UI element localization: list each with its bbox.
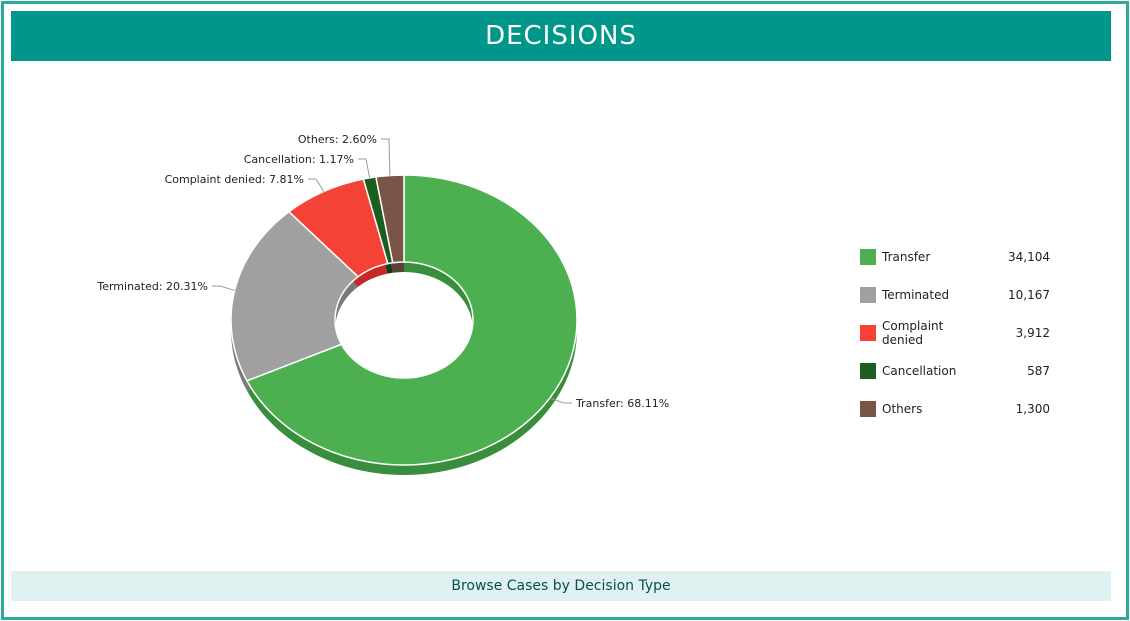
legend-item-terminated[interactable]: Terminated 10,167 <box>860 276 1050 314</box>
slice-label-cancellation: Cancellation: 1.17% <box>244 153 354 166</box>
legend-value: 587 <box>1027 364 1050 378</box>
slice-label-terminated: Terminated: 20.31% <box>96 280 208 293</box>
legend-label: Complaint denied <box>882 319 944 347</box>
leader-lines-layer <box>212 138 572 404</box>
browse-cases-link[interactable]: Browse Cases by Decision Type <box>11 571 1111 601</box>
legend-item-others[interactable]: Others 1,300 <box>860 390 1050 428</box>
legend-label: Cancellation <box>882 364 957 378</box>
page-title: DECISIONS <box>485 21 637 51</box>
slice-label-transfer: Transfer: 68.11% <box>575 397 669 410</box>
pie-slice-terminated[interactable] <box>230 210 360 382</box>
slice-label-complaint-denied: Complaint denied: 7.81% <box>165 173 304 186</box>
panel-header: DECISIONS <box>11 11 1111 61</box>
legend-swatch <box>860 363 876 379</box>
slice-label-others: Others: 2.60% <box>298 133 377 146</box>
legend-swatch <box>860 287 876 303</box>
legend-item-cancellation[interactable]: Cancellation 587 <box>860 352 1050 390</box>
legend-value: 34,104 <box>1008 250 1050 264</box>
leader-line-complaint-denied <box>308 178 325 192</box>
legend-label: Others <box>882 402 923 416</box>
legend-swatch <box>860 401 876 417</box>
legend-swatch <box>860 325 876 341</box>
legend-value: 10,167 <box>1008 288 1050 302</box>
leader-line-others <box>381 138 391 176</box>
leader-line-terminated <box>212 285 235 291</box>
legend-item-transfer[interactable]: Transfer 34,104 <box>860 238 1050 276</box>
legend-value: 1,300 <box>1015 402 1050 416</box>
leader-line-cancellation <box>358 158 371 178</box>
legend-item-complaint-denied[interactable]: Complaint denied 3,912 <box>860 314 1050 352</box>
legend-swatch <box>860 249 876 265</box>
browse-cases-link-label: Browse Cases by Decision Type <box>451 578 671 594</box>
pie-slice-transfer[interactable] <box>245 174 578 466</box>
leader-line-transfer <box>549 397 572 404</box>
pie-slices-layer <box>230 174 578 466</box>
legend-value: 3,912 <box>1015 326 1050 340</box>
legend-label: Transfer <box>882 250 931 264</box>
chart-legend: Transfer 34,104 Terminated 10,167 Compla… <box>860 238 1050 428</box>
slice-labels-layer: Transfer: 68.11% Terminated: 20.31% Compla… <box>96 133 669 410</box>
pie-slice-others[interactable] <box>375 174 405 264</box>
legend-label: Terminated <box>882 288 950 302</box>
